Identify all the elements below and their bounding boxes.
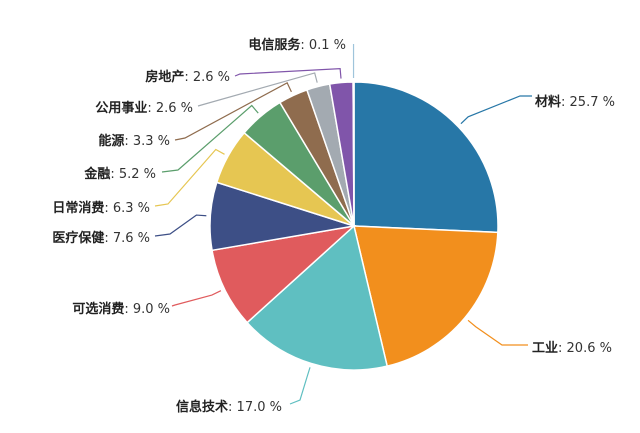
slice-label-name: 工业 [532, 340, 558, 356]
slice-label-name: 医疗保健 [52, 230, 104, 246]
slice-label-11: 电信服务: 0.1 % [248, 37, 346, 53]
leader-line-4 [171, 290, 222, 307]
pie-slice-11 [352, 81, 355, 227]
slice-label-value: : 20.6 % [558, 341, 612, 356]
leader-line-5 [154, 214, 207, 237]
slice-label-6: 日常消费: 6.3 % [52, 200, 150, 216]
leader-line-6 [154, 148, 225, 207]
slice-label-1: 材料: 25.7 % [535, 94, 615, 110]
slice-labels: 材料: 25.7 % 工业: 20.6 % 信息技术: 17.0 % 可选消费: 9.… [52, 37, 615, 415]
slice-label-name: 房地产 [145, 69, 184, 85]
slice-label-4: 可选消费: 9.0 % [72, 301, 170, 317]
leader-line-8 [174, 81, 292, 141]
pie-slice-2 [353, 225, 499, 368]
slice-label-name: 日常消费 [52, 200, 104, 216]
slice-label-name: 能源 [98, 133, 124, 149]
leader-line-3 [289, 367, 311, 405]
slice-label-value: : 25.7 % [561, 95, 615, 110]
slice-label-value: : 6.3 % [104, 201, 150, 216]
slice-label-9: 公用事业: 2.6 % [95, 100, 193, 116]
slice-label-8: 能源: 3.3 % [98, 133, 170, 149]
slice-label-name: 可选消费 [72, 301, 124, 317]
slice-label-value: : 2.6 % [184, 70, 230, 85]
slice-label-3: 信息技术: 17.0 % [176, 399, 282, 415]
leader-line-2 [467, 319, 528, 346]
pie-slices [209, 81, 499, 371]
slice-label-2: 工业: 20.6 % [532, 340, 612, 356]
slice-label-7: 金融: 5.2 % [83, 166, 156, 182]
leader-line-9 [197, 72, 318, 107]
slice-label-value: : 9.0 % [124, 302, 170, 317]
leader-line-1 [460, 95, 532, 125]
pie-slice-3 [246, 224, 389, 371]
slice-label-value: : 17.0 % [228, 400, 282, 415]
slice-label-value: : 2.6 % [147, 101, 193, 116]
slice-label-value: : 7.6 % [104, 231, 150, 246]
slice-label-name: 材料 [535, 94, 561, 110]
slice-label-5: 医疗保健: 7.6 % [52, 230, 150, 246]
slice-label-name: 公用事业 [95, 100, 147, 116]
slice-label-name: 金融 [83, 166, 110, 182]
slice-label-name: 电信服务 [248, 37, 301, 53]
pie-slice-1 [353, 81, 499, 234]
slice-label-value: : 0.1 % [300, 38, 346, 53]
pie-slice-4 [211, 224, 357, 324]
leader-lines [154, 44, 532, 405]
slice-label-value: : 5.2 % [110, 167, 156, 182]
leader-line-7 [161, 104, 259, 173]
slice-label-name: 信息技术 [176, 399, 228, 415]
slice-label-value: : 3.3 % [124, 134, 170, 149]
leader-line-10 [234, 67, 342, 79]
slice-label-10: 房地产: 2.6 % [145, 69, 230, 85]
